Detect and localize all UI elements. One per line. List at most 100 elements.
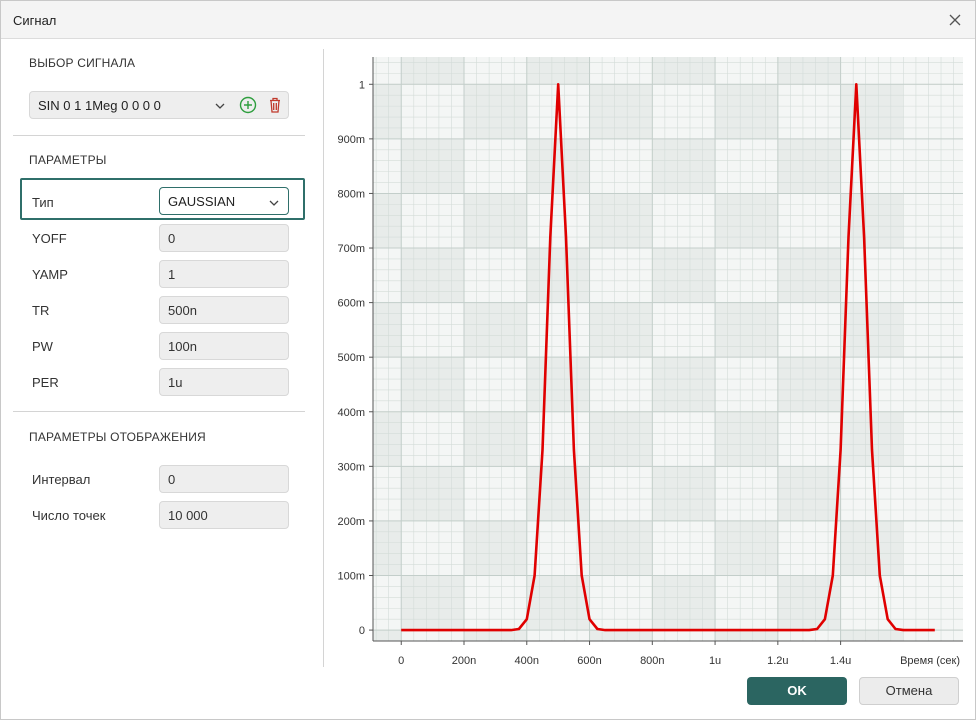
cancel-button[interactable]: Отмена — [859, 677, 959, 705]
panel-divider — [323, 49, 324, 667]
chevron-down-icon — [214, 99, 226, 111]
plot-band — [715, 630, 778, 641]
plot-band — [652, 357, 716, 412]
per-label: PER — [32, 375, 59, 390]
plot-band — [401, 57, 465, 85]
plot-band — [464, 411, 527, 467]
plot-band — [464, 193, 527, 249]
yoff-value: 0 — [168, 231, 176, 246]
plot-band — [652, 57, 716, 85]
y-tick-label: 700m — [337, 243, 365, 255]
plot-band — [401, 248, 465, 303]
per-field[interactable]: 1u — [159, 368, 289, 396]
plot-band — [464, 84, 527, 139]
plot-band — [715, 520, 778, 576]
y-tick-label: 100m — [337, 571, 365, 583]
plot-band — [373, 302, 402, 358]
y-tick-label: 400m — [337, 407, 365, 419]
plot-band — [777, 57, 841, 85]
pw-label: PW — [32, 339, 53, 354]
divider — [13, 411, 305, 412]
x-tick-label: 1.2u — [767, 655, 788, 667]
plot-band — [373, 193, 402, 249]
pw-field[interactable]: 100n — [159, 332, 289, 360]
tr-field[interactable]: 500n — [159, 296, 289, 324]
yamp-label: YAMP — [32, 267, 68, 282]
interval-field[interactable]: 0 — [159, 465, 289, 493]
plot-band — [840, 302, 904, 358]
x-tick-label: 0 — [398, 655, 404, 667]
plot-band — [652, 138, 716, 194]
y-tick-label: 300m — [337, 461, 365, 473]
plot-band — [589, 302, 653, 358]
plot-band — [373, 630, 402, 641]
plot-band — [401, 466, 465, 521]
trash-icon — [270, 97, 280, 113]
chevron-down-icon — [268, 196, 280, 208]
plot-band — [652, 466, 716, 521]
plot-band — [777, 138, 841, 194]
type-select-value: GAUSSIAN — [168, 194, 236, 209]
tr-label: TR — [32, 303, 50, 318]
plot-band — [715, 193, 778, 249]
signal-section-title: ВЫБОР СИГНАЛА — [29, 56, 136, 70]
plot-band — [840, 630, 904, 641]
add-signal-button[interactable] — [238, 95, 258, 115]
plot-band — [526, 575, 590, 631]
plot-band — [777, 466, 841, 521]
pw-value: 100n — [168, 339, 197, 354]
plot-band — [526, 138, 590, 194]
plot-band — [373, 84, 402, 139]
plot-band — [652, 575, 716, 631]
signal-select-value: SIN 0 1 1Meg 0 0 0 0 — [38, 98, 161, 113]
divider — [13, 135, 305, 136]
plot-band — [840, 84, 904, 139]
signal-series-line — [401, 83, 935, 632]
points-label: Число точек — [32, 508, 106, 523]
x-axis-label: Время (сек) — [900, 655, 960, 667]
per-value: 1u — [168, 375, 183, 390]
title-bar: Сигнал — [1, 1, 975, 39]
plot-band — [777, 248, 841, 303]
x-tick-label: 1u — [709, 655, 721, 667]
type-label: Тип — [32, 195, 54, 210]
plot-band — [373, 520, 402, 576]
type-row-focus — [20, 178, 305, 220]
yoff-label: YOFF — [32, 231, 67, 246]
points-field[interactable]: 10 000 — [159, 501, 289, 529]
y-tick-label: 0 — [359, 625, 365, 637]
plot-band — [401, 138, 465, 194]
signal-chart: 0 100m 200m 300m 400m 500m 600m 700m 800m 900m 1 0 2… — [337, 57, 963, 667]
y-tick-label: 1 — [359, 79, 365, 91]
plot-band — [840, 520, 904, 576]
plot-band — [464, 302, 527, 358]
y-tick-label: 600m — [337, 298, 365, 310]
plus-circle-icon — [239, 96, 257, 114]
plot-band — [526, 248, 590, 303]
plot-band — [526, 57, 590, 85]
signal-plot: 0 100m 200m 300m 400m 500m 600m 700m 800m 900m 1 0 2… — [331, 47, 971, 673]
y-tick-label: 900m — [337, 134, 365, 146]
ok-button[interactable]: OK — [747, 677, 847, 705]
plot-band — [589, 520, 653, 576]
x-tick-label: 1.4u — [830, 655, 851, 667]
plot-band — [715, 302, 778, 358]
plot-band — [715, 84, 778, 139]
type-select[interactable]: GAUSSIAN — [159, 187, 289, 215]
yamp-field[interactable]: 1 — [159, 260, 289, 288]
plot-band — [526, 357, 590, 412]
delete-signal-button[interactable] — [265, 95, 285, 115]
plot-band — [589, 193, 653, 249]
display-section-title: ПАРАМЕТРЫ ОТОБРАЖЕНИЯ — [29, 430, 206, 444]
yoff-field[interactable]: 0 — [159, 224, 289, 252]
yamp-value: 1 — [168, 267, 176, 282]
x-tick-label: 200n — [452, 655, 476, 667]
plot-band — [589, 84, 653, 139]
x-tick-label: 400n — [515, 655, 539, 667]
window-title: Сигнал — [13, 13, 57, 28]
close-icon[interactable] — [945, 10, 965, 30]
plot-band — [589, 630, 653, 641]
plot-band — [401, 357, 465, 412]
plot-band — [526, 466, 590, 521]
